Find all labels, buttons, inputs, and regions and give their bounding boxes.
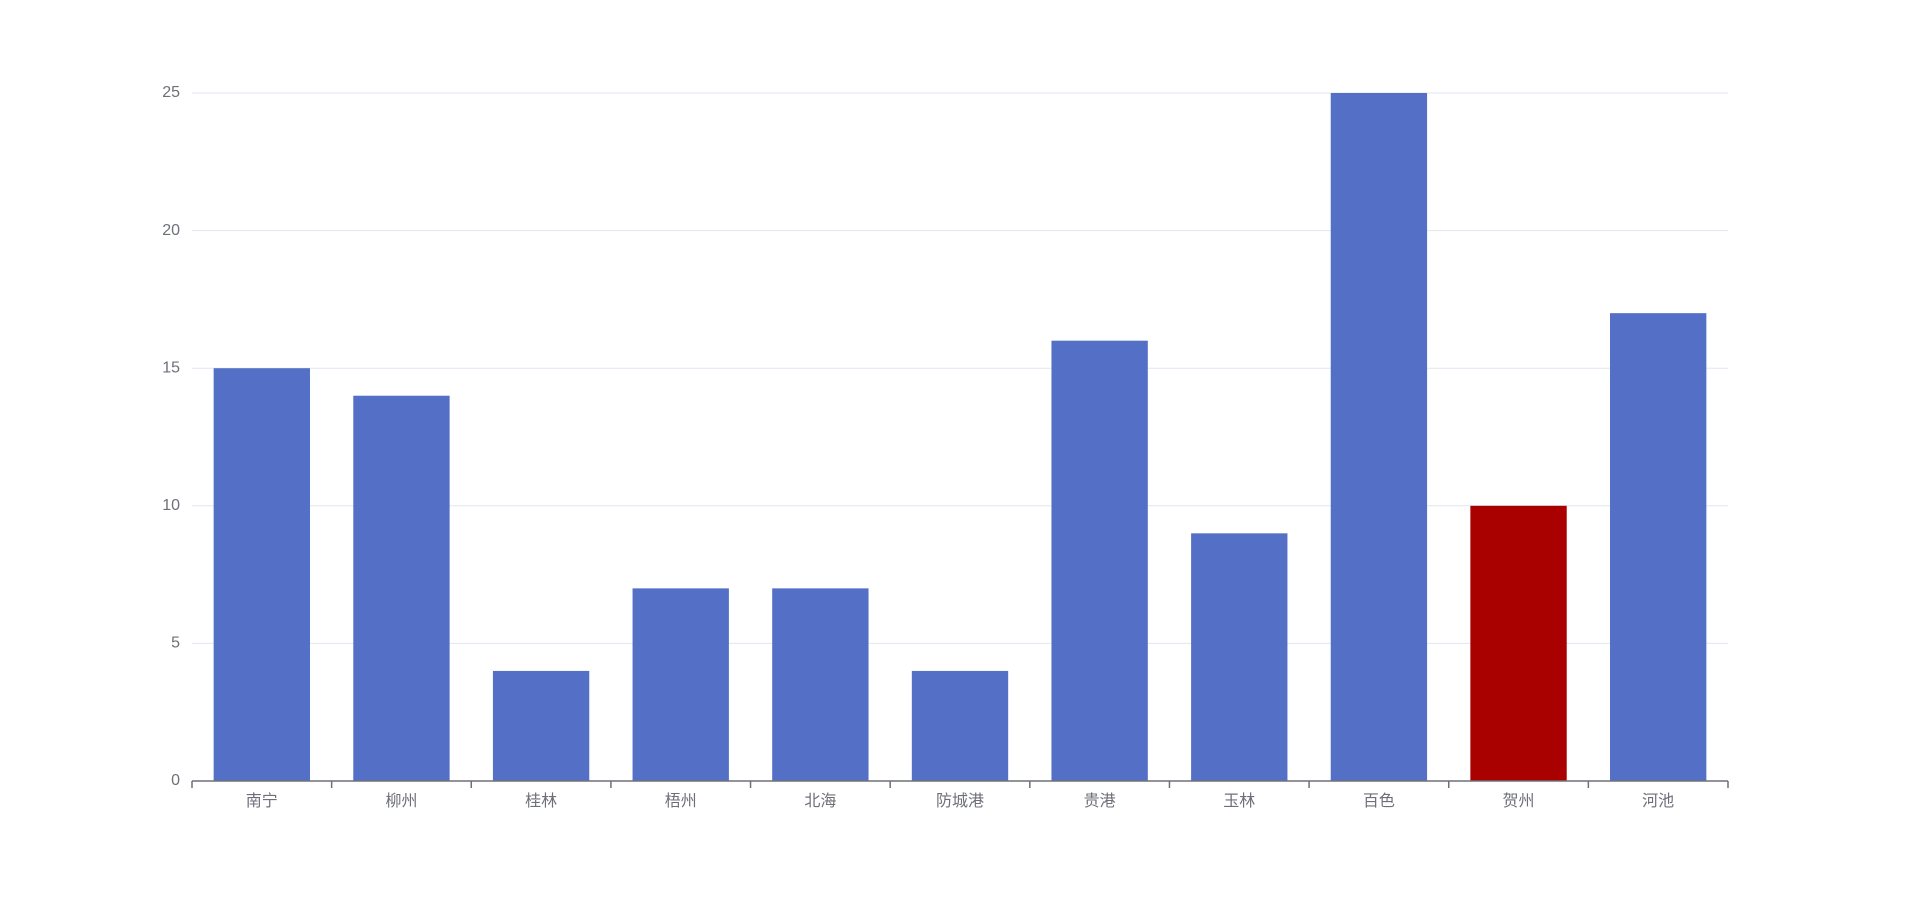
bar <box>1051 340 1148 781</box>
bar <box>632 588 729 781</box>
x-tick-label: 南宁 <box>246 792 278 810</box>
x-tick-label: 河池 <box>1642 792 1674 810</box>
x-tick-label: 柳州 <box>385 792 417 810</box>
bar <box>1610 313 1707 781</box>
x-tick-label: 玉林 <box>1223 792 1255 810</box>
y-tick-label: 0 <box>171 772 180 789</box>
y-tick-label: 25 <box>162 84 180 101</box>
bar <box>1470 505 1567 781</box>
x-tick-label: 贵港 <box>1084 792 1116 810</box>
x-tick-label: 贺州 <box>1503 792 1535 810</box>
x-tick-label: 梧州 <box>665 792 697 810</box>
bar <box>772 588 869 781</box>
bar <box>492 670 590 781</box>
bar <box>353 395 450 781</box>
x-tick-label: 百色 <box>1363 792 1395 810</box>
bar <box>1330 93 1428 781</box>
y-tick-label: 10 <box>162 497 180 514</box>
bar <box>1191 533 1288 781</box>
y-tick-label: 20 <box>162 222 180 239</box>
x-tick-label: 北海 <box>804 792 836 810</box>
y-tick-label: 15 <box>162 359 180 376</box>
x-tick-label: 桂林 <box>525 792 557 810</box>
x-tick-label: 防城港 <box>936 792 984 810</box>
bar <box>911 670 1009 781</box>
bar <box>213 368 310 781</box>
y-tick-label: 5 <box>171 635 180 652</box>
